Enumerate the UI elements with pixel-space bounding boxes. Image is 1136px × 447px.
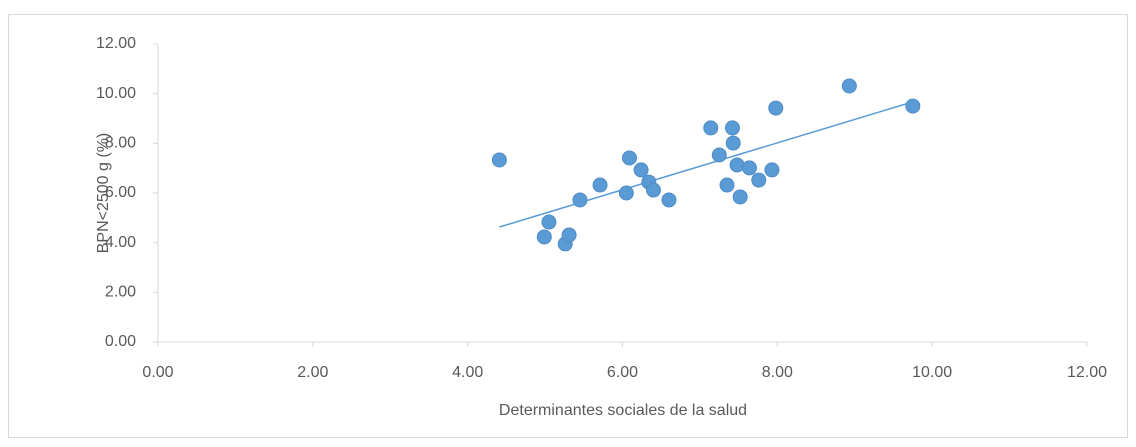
x-tick-label: 0.00 [142, 364, 173, 381]
y-tick-label: 0.00 [105, 333, 136, 350]
x-tick-label: 12.00 [1067, 364, 1107, 381]
point [703, 120, 719, 136]
y-tick-label: 12.00 [96, 35, 136, 52]
x-tick-label: 2.00 [297, 364, 328, 381]
point [592, 177, 608, 193]
chart-border [8, 14, 1128, 438]
point [541, 214, 557, 230]
y-tick-label: 10.00 [96, 85, 136, 102]
x-tick-label: 6.00 [607, 364, 638, 381]
point [741, 160, 757, 176]
point [724, 120, 740, 136]
point [725, 135, 741, 151]
point [751, 172, 767, 188]
y-axis-label: BPN<2500 g (%) [95, 133, 112, 254]
point [711, 147, 727, 163]
point [645, 182, 661, 198]
y-tick-label: 2.00 [105, 284, 136, 301]
x-tick-label: 10.00 [912, 364, 952, 381]
x-axis-label: Determinantes sociales de la salud [499, 402, 747, 419]
point [618, 185, 634, 201]
x-tick-label: 4.00 [452, 364, 483, 381]
point [536, 229, 552, 245]
point [572, 192, 588, 208]
point [719, 177, 735, 193]
point [661, 192, 677, 208]
point [621, 150, 637, 166]
trendline [499, 101, 914, 228]
point [905, 98, 921, 114]
point [841, 78, 857, 94]
point [561, 227, 577, 243]
point [764, 162, 780, 178]
x-tick-label: 8.00 [762, 364, 793, 381]
y-tick-label: 6.00 [105, 184, 136, 201]
point [768, 100, 784, 116]
point [633, 162, 649, 178]
y-tick-label: 4.00 [105, 234, 136, 251]
point [729, 157, 745, 173]
y-tick-label: 8.00 [105, 135, 136, 152]
point [491, 152, 507, 168]
point [732, 189, 748, 205]
